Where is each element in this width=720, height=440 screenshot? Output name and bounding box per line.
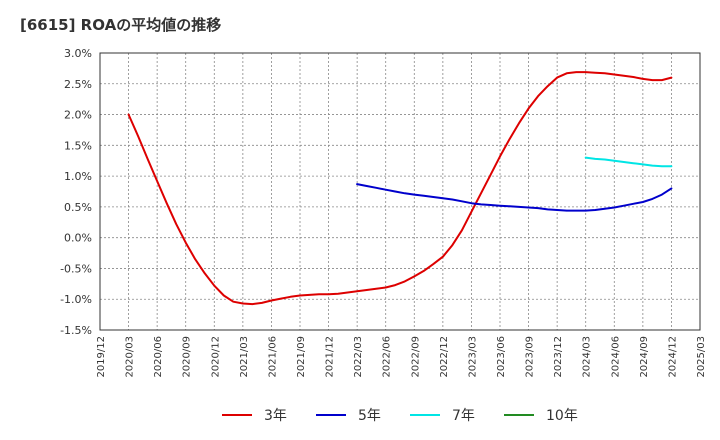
y-axis-ticks: 3.0% 2.5% 2.0% 1.5% 1.0% 0.5% 0.0% -0.5% -1.0% -1… — [60, 47, 92, 337]
y-tick-label: 2.5% — [64, 78, 92, 91]
x-tick-label: 2023/03 — [467, 336, 478, 378]
x-tick-label: 2021/06 — [267, 336, 278, 378]
x-tick-label: 2022/06 — [382, 336, 393, 378]
y-tick-label: 1.5% — [64, 139, 92, 152]
x-tick-label: 2021/12 — [325, 336, 336, 378]
series-line — [584, 156, 673, 168]
x-tick-label: 2023/12 — [553, 336, 564, 378]
x-axis-ticks: 2019/12 2020/03 2020/06 2020/09 2020/12 2021/… — [96, 336, 707, 378]
legend-label: 7年 — [452, 408, 475, 424]
y-tick-label: 3.0% — [64, 47, 92, 60]
y-tick-label: -1.0% — [60, 293, 92, 306]
y-tick-label: -1.5% — [60, 324, 92, 337]
y-tick-label: 0.5% — [64, 201, 92, 214]
x-tick-label: 2021/03 — [239, 336, 250, 378]
x-tick-label: 2024/03 — [582, 336, 593, 378]
x-tick-label: 2024/06 — [610, 336, 621, 378]
x-tick-label: 2024/12 — [667, 336, 678, 378]
series-lines — [127, 71, 673, 306]
plot-area-frame — [99, 52, 701, 331]
x-tick-label: 2023/09 — [525, 336, 536, 378]
y-tick-label: -0.5% — [60, 262, 92, 275]
x-tick-label: 2020/12 — [210, 336, 221, 378]
x-tick-label: 2022/12 — [439, 336, 450, 378]
y-tick-label: 1.0% — [64, 170, 92, 183]
y-tick-label: 2.0% — [64, 109, 92, 122]
series-line — [356, 183, 673, 212]
x-tick-label: 2021/09 — [296, 336, 307, 378]
legend-label: 5年 — [358, 408, 381, 424]
x-tick-label: 2020/03 — [125, 336, 136, 378]
legend-label: 10年 — [546, 408, 578, 424]
x-tick-label: 2020/09 — [182, 336, 193, 378]
x-tick-label: 2025/03 — [696, 336, 707, 378]
series-line — [127, 71, 673, 306]
x-tick-label: 2023/06 — [496, 336, 507, 378]
x-tick-label: 2024/09 — [639, 336, 650, 378]
x-tick-label: 2019/12 — [96, 336, 107, 378]
legend-label: 3年 — [264, 408, 287, 424]
chart-title: [6615] ROAの平均値の推移 — [20, 16, 222, 34]
x-tick-label: 2020/06 — [153, 336, 164, 378]
legend: 3年 5年 7年 10年 — [222, 408, 578, 424]
y-tick-label: 0.0% — [64, 232, 92, 245]
x-tick-label: 2022/09 — [410, 336, 421, 378]
x-tick-label: 2022/03 — [353, 336, 364, 378]
